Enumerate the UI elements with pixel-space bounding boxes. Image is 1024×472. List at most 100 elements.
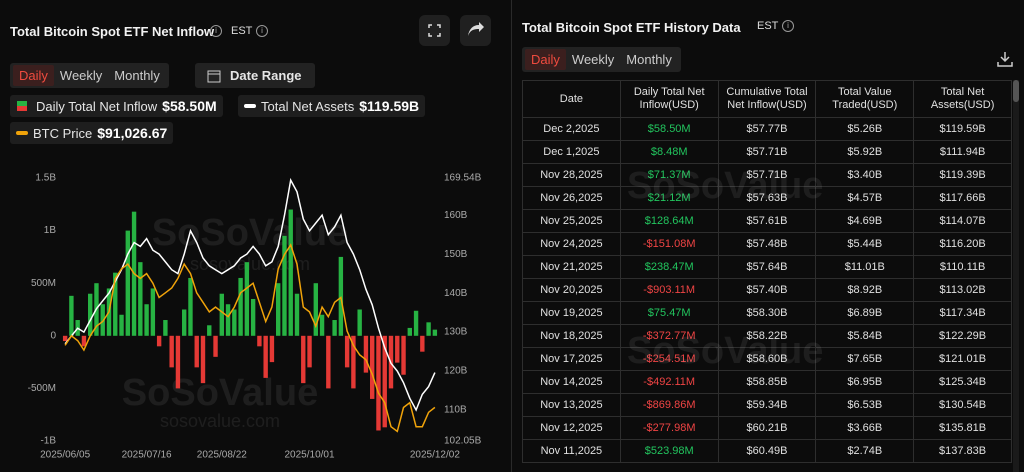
tab[interactable]: Daily — [525, 49, 566, 70]
table-cell: Nov 20,2025 — [522, 278, 621, 302]
bar — [376, 335, 381, 431]
info-icon[interactable]: i — [256, 25, 268, 37]
date-range-label: Date Range — [230, 68, 302, 83]
table-cell: $119.39B — [913, 163, 1012, 187]
table-row[interactable]: Dec 1,2025 $8.48M $57.71B $5.92B $111.94B — [522, 140, 1012, 164]
table-row[interactable]: Nov 18,2025 -$372.77M $58.22B $5.84B $122.29… — [522, 324, 1012, 348]
table-cell: $75.47M — [619, 301, 719, 325]
bar — [194, 335, 199, 368]
table-row[interactable]: Nov 14,2025 -$492.11M $58.85B $6.95B $125.34… — [522, 370, 1012, 394]
y2-tick-label: 140B — [444, 288, 468, 299]
table-row[interactable]: Nov 11,2025 $523.98M $60.49B $2.74B $137.83B — [522, 439, 1012, 463]
bar — [125, 230, 130, 336]
bar — [319, 314, 325, 336]
bar — [219, 293, 224, 336]
y-tick-label: -1B — [40, 436, 56, 447]
x-tick-label: 2025/08/22 — [197, 450, 247, 461]
watermark: SoSoValue — [152, 212, 348, 254]
table-cell: $128.64M — [619, 209, 719, 233]
legend-label: Total Net Assets — [261, 98, 355, 114]
table-row[interactable]: Nov 24,2025 -$151.08M $57.48B $5.44B $116.20… — [522, 232, 1012, 256]
tab[interactable]: Weekly — [571, 52, 615, 67]
tab[interactable]: Weekly — [59, 68, 103, 83]
table-row[interactable]: Nov 21,2025 $238.47M $57.64B $11.01B $110.11… — [522, 255, 1012, 279]
date-range-button[interactable]: Date Range — [195, 63, 315, 88]
table-cell: Nov 12,2025 — [522, 416, 621, 440]
fullscreen-button[interactable] — [419, 15, 450, 46]
table-cell: $57.64B — [717, 255, 817, 279]
scrollbar[interactable] — [1013, 80, 1019, 472]
table-row[interactable]: Dec 2,2025 $58.50M $57.77B $5.26B $119.59B — [522, 117, 1012, 141]
bar — [338, 256, 344, 336]
table-row[interactable]: Nov 26,2025 $21.12M $57.63B $4.57B $117.66B — [522, 186, 1012, 210]
bar — [363, 335, 369, 373]
table-cell: $137.83B — [913, 439, 1012, 463]
timezone: EST — [231, 25, 253, 37]
x-tick-label: 2025/10/01 — [285, 450, 335, 461]
bar — [138, 262, 143, 336]
legend-icon — [16, 131, 28, 135]
line — [64, 177, 436, 412]
table-cell: -$151.08M — [619, 232, 719, 256]
info-icon[interactable]: i — [210, 25, 222, 37]
table-cell: $8.48M — [619, 140, 719, 164]
bar — [344, 335, 350, 368]
line — [64, 243, 436, 433]
bar — [307, 335, 312, 368]
bar — [288, 209, 293, 336]
tab[interactable]: Daily — [13, 65, 54, 86]
table-row[interactable]: Nov 13,2025 -$869.86M $59.34B $6.53B $130.54… — [522, 393, 1012, 417]
watermark: sosovalue.com — [160, 411, 280, 431]
table-cell: $5.84B — [815, 324, 915, 348]
table-cell: $58.50M — [619, 117, 719, 141]
bar — [188, 277, 193, 336]
table-row[interactable]: Nov 19,2025 $75.47M $58.30B $6.89B $117.34B — [522, 301, 1012, 325]
table-cell: -$869.86M — [619, 393, 719, 417]
table-cell: $117.34B — [913, 301, 1012, 325]
table-row[interactable]: Nov 17,2025 -$254.51M $58.60B $7.65B $121.01… — [522, 347, 1012, 371]
column-header: Total Value Traded(USD) — [815, 80, 915, 118]
table-row[interactable]: Nov 20,2025 -$903.11M $57.40B $8.92B $113.02… — [522, 278, 1012, 302]
table-cell: $130.54B — [913, 393, 1012, 417]
table-cell: $58.22B — [717, 324, 817, 348]
bar — [232, 309, 237, 336]
table-row[interactable]: Nov 28,2025 $71.37M $57.71B $3.40B $119.39B — [522, 163, 1012, 187]
legend-item[interactable]: Total Net Assets $119.59B — [238, 95, 426, 117]
table-cell: Nov 11,2025 — [522, 439, 621, 463]
table-cell: $8.92B — [815, 278, 915, 302]
header-row: Date Daily Total Net Inflow(USD) Cumulativ… — [522, 80, 1012, 118]
bar — [225, 304, 231, 336]
table-row[interactable]: Nov 12,2025 -$277.98M $60.21B $3.66B $135.81… — [522, 416, 1012, 440]
table-row[interactable]: Nov 25,2025 $128.64M $57.61B $4.69B $114.07B — [522, 209, 1012, 233]
y-tick-label: 500M — [31, 278, 56, 289]
table-cell: $121.01B — [913, 347, 1012, 371]
bar — [276, 283, 281, 336]
bar — [432, 329, 438, 336]
table-cell: $7.65B — [815, 347, 915, 371]
table-cell: Dec 1,2025 — [522, 140, 621, 164]
column-header: Daily Total Net Inflow(USD) — [619, 80, 719, 118]
share-button[interactable] — [460, 15, 491, 46]
column-header: Date — [522, 80, 621, 118]
bar — [169, 335, 174, 368]
watermark: SoSoValue — [122, 372, 318, 414]
download-icon[interactable] — [996, 50, 1014, 68]
table-cell: $122.29B — [913, 324, 1012, 348]
table-cell: $57.61B — [717, 209, 817, 233]
y-tick-label: -500M — [28, 383, 56, 394]
table-cell: $5.92B — [815, 140, 915, 164]
x-tick-label: 2025/12/02 — [410, 450, 460, 461]
bar — [144, 304, 149, 336]
tab[interactable]: Monthly — [114, 68, 160, 83]
tab[interactable]: Monthly — [626, 52, 672, 67]
scroll-thumb[interactable] — [1013, 80, 1019, 102]
x-tick-label: 2025/06/05 — [40, 450, 90, 461]
legend-item[interactable]: BTC Price $91,026.67 — [10, 122, 174, 144]
bar — [407, 327, 412, 336]
bar — [238, 277, 243, 336]
panel-title: Total Bitcoin Spot ETF Net Inflow — [10, 24, 215, 39]
legend-item[interactable]: Daily Total Net Inflow $58.50M — [10, 95, 223, 117]
info-icon[interactable]: i — [782, 20, 794, 32]
table-cell: $71.37M — [619, 163, 719, 187]
bar — [250, 298, 256, 336]
